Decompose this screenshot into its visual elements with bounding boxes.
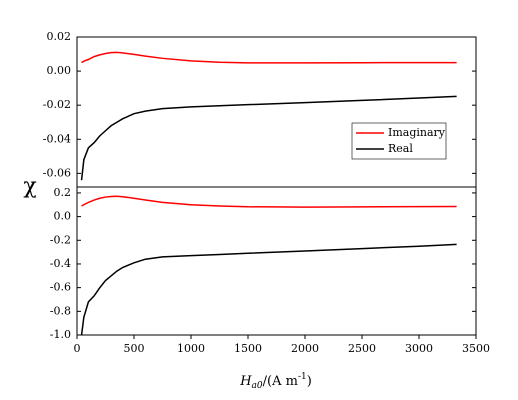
x-tick-label: 2000: [291, 342, 319, 355]
series-line: [81, 195, 457, 208]
x-label-sup: -1: [298, 372, 307, 382]
x-tick-label: 1000: [177, 342, 205, 355]
x-tick-label: 1500: [234, 342, 262, 355]
series-line: [81, 51, 457, 64]
x-tick-label: 3500: [462, 342, 490, 355]
x-axis-label: Ha0/(A m-1): [239, 372, 312, 391]
x-label-sub: a0: [252, 381, 263, 391]
y-tick-label: 0.02: [47, 30, 72, 43]
y-tick-label: -1.0: [50, 328, 71, 341]
x-label-main: H: [239, 374, 252, 389]
legend-label: Real: [388, 142, 413, 155]
y-tick-label: 0.2: [54, 186, 72, 199]
legend-box: [351, 122, 447, 160]
x-tick-label: 3000: [405, 342, 433, 355]
series-line: [80, 243, 457, 336]
legend-label: Imaginary: [388, 126, 446, 139]
x-label-rest: /(A m: [263, 374, 298, 389]
plot-frame: [76, 36, 477, 188]
plot-frame: [76, 186, 477, 336]
y-tick-label: 0.0: [54, 210, 72, 223]
y-tick-label: -0.02: [43, 98, 71, 111]
y-tick-label: 0.00: [47, 64, 72, 77]
y-tick-label: -0.8: [50, 304, 71, 317]
x-tick-label: 0: [74, 342, 81, 355]
x-label-end: ): [307, 374, 312, 389]
y-tick-label: -0.04: [43, 132, 71, 145]
x-tick-label: 2500: [348, 342, 376, 355]
y-tick-label: -0.4: [50, 257, 71, 270]
y-axis-label: χ: [23, 174, 36, 199]
y-tick-label: -0.2: [50, 233, 71, 246]
series-line: [80, 95, 457, 181]
x-tick-label: 500: [124, 342, 145, 355]
y-tick-label: -0.6: [50, 281, 71, 294]
y-tick-label: -0.06: [43, 166, 71, 179]
